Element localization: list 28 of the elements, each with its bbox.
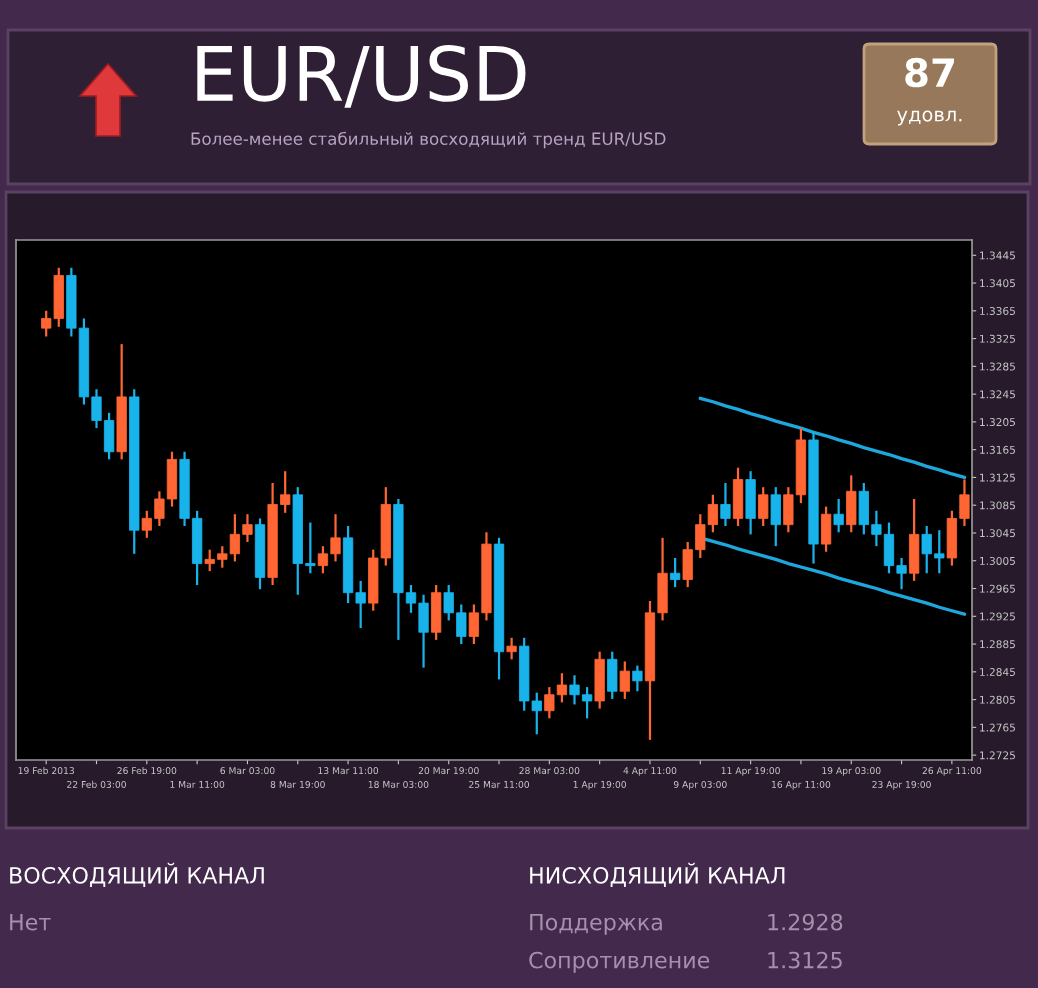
text: удовл. bbox=[897, 110, 962, 126]
text: НИСХОДЯЩИЙ КАНАЛ bbox=[530, 862, 785, 887]
candlestick bbox=[820, 505, 832, 553]
text: 1.3125 bbox=[768, 951, 842, 969]
candlestick bbox=[909, 497, 920, 582]
text: Сопротивление bbox=[529, 951, 710, 973]
text: 87 bbox=[905, 57, 954, 88]
candlestick bbox=[770, 486, 781, 548]
candlestick bbox=[745, 470, 756, 536]
text: 1.2928 bbox=[768, 913, 843, 931]
text: Поддержка bbox=[530, 913, 662, 935]
candlestick bbox=[607, 650, 618, 701]
candlestick bbox=[431, 583, 442, 641]
candlestick bbox=[632, 664, 643, 693]
text: Нет bbox=[10, 913, 51, 931]
chart-subtitle: Более-менее стабильный восходящий тренд EUR/USD bbox=[191, 131, 666, 149]
text: ВОСХОДЯЩИЙ КАНАЛ bbox=[10, 862, 264, 887]
line-series bbox=[698, 396, 967, 480]
candlestick bbox=[594, 650, 605, 710]
candlestick bbox=[619, 660, 630, 701]
candlestick bbox=[833, 497, 844, 534]
candlestick bbox=[670, 556, 681, 589]
chart-title: EUR/USD bbox=[197, 45, 526, 108]
candlestick bbox=[720, 481, 731, 528]
candlestick bbox=[506, 636, 517, 661]
candlestick bbox=[846, 474, 857, 534]
candlestick bbox=[758, 486, 769, 528]
candlestick bbox=[732, 466, 744, 528]
